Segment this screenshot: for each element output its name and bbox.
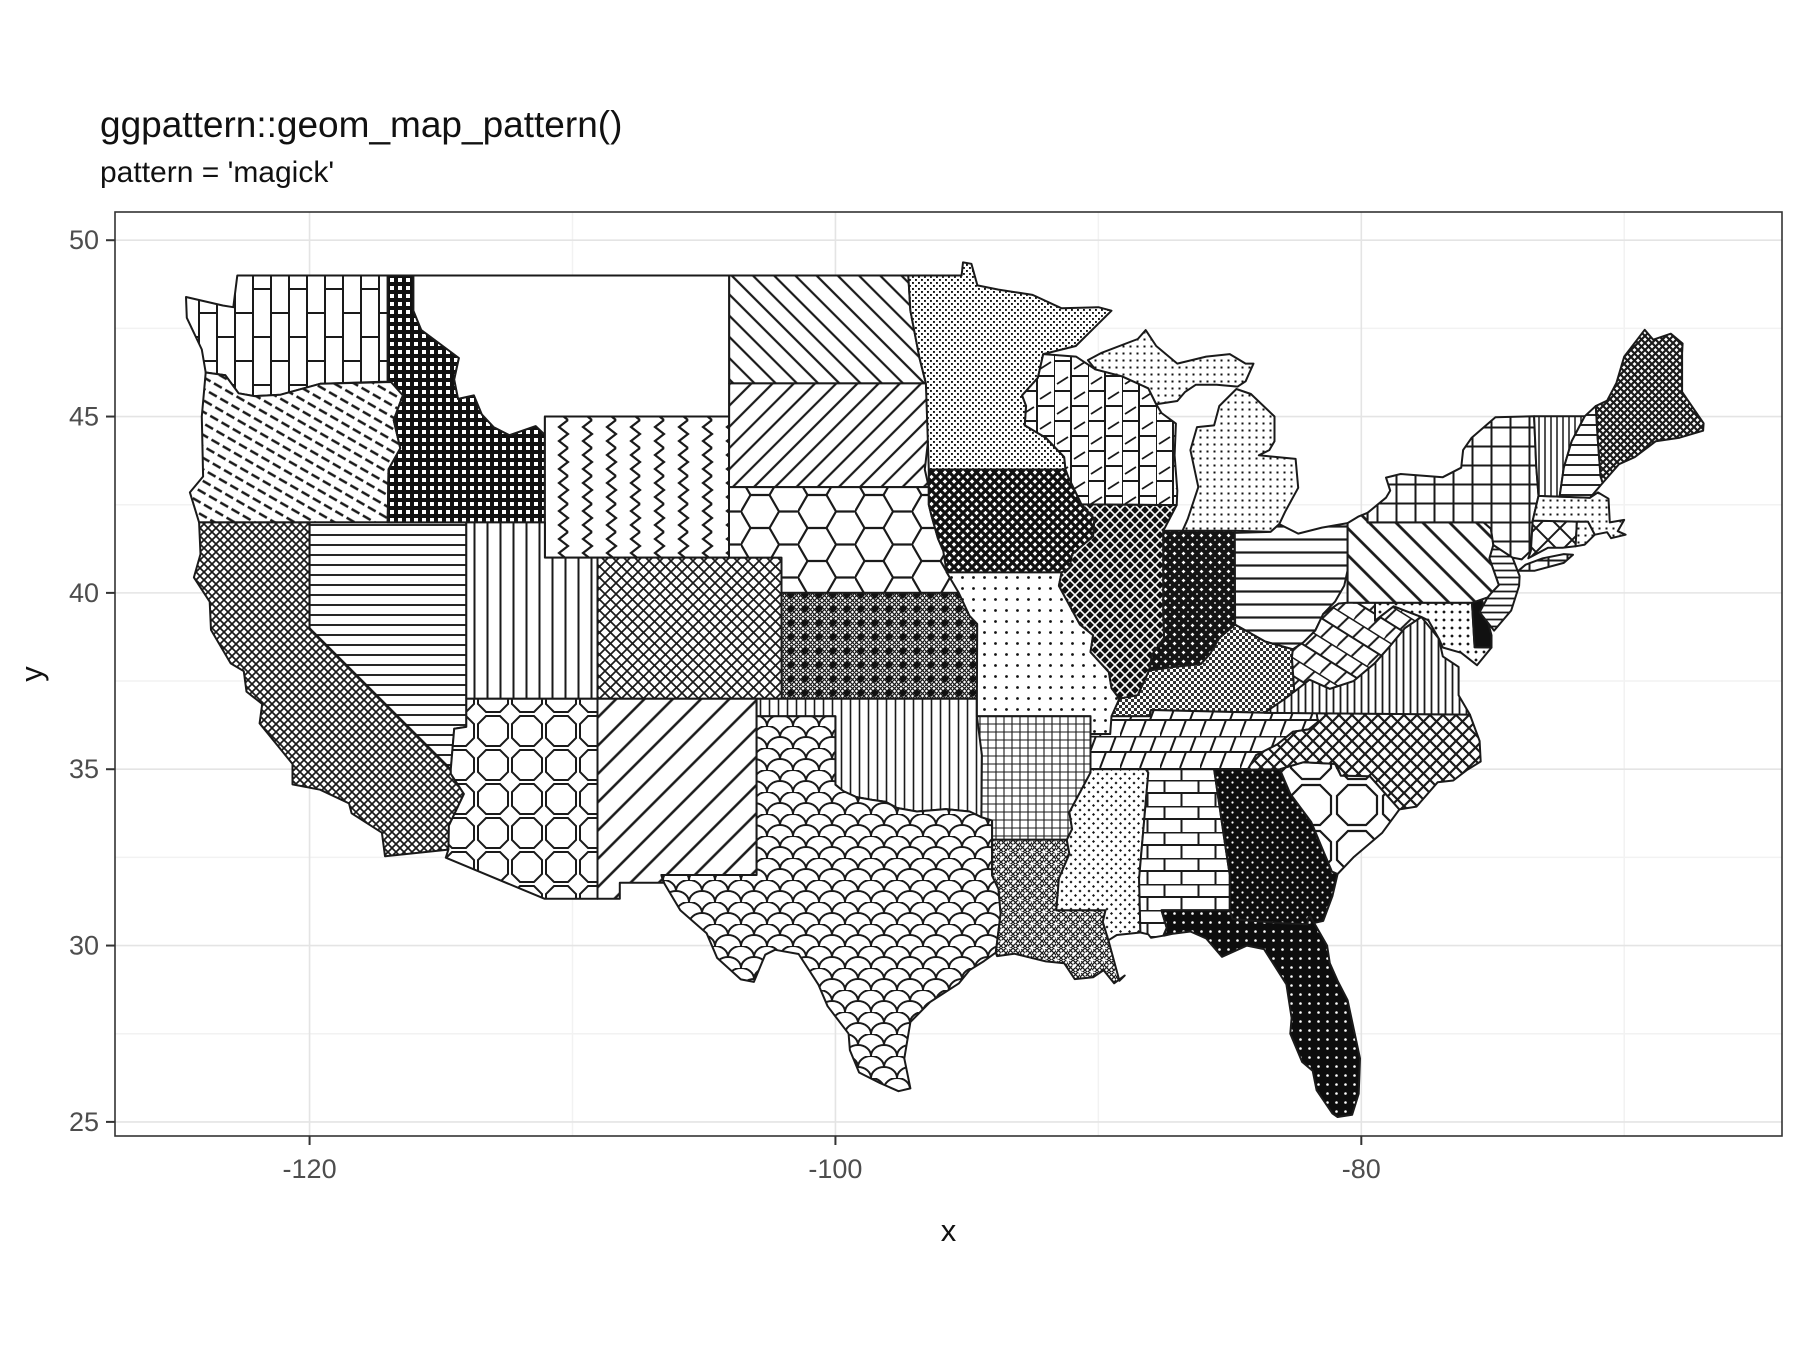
state-north-dakota bbox=[728, 274, 927, 385]
state-florida bbox=[1160, 909, 1361, 1118]
y-axis-title: y bbox=[14, 666, 49, 682]
plot-subtitle: pattern = 'magick' bbox=[100, 156, 335, 189]
state-wyoming bbox=[543, 415, 731, 559]
state-new-mexico bbox=[596, 697, 758, 900]
y-tick-label: 25 bbox=[69, 1107, 99, 1137]
x-tick-label: -120 bbox=[283, 1154, 337, 1184]
state-maine bbox=[1594, 328, 1705, 484]
axis-tick-labels: -120 -100 -80 50 45 40 35 30 25 bbox=[69, 225, 1381, 1184]
state-wisconsin bbox=[1021, 353, 1179, 507]
state-connecticut bbox=[1527, 519, 1578, 560]
axis-tick-marks bbox=[106, 239, 1363, 1145]
states-layer bbox=[185, 261, 1705, 1118]
panel-border bbox=[114, 211, 1783, 1137]
state-south-dakota bbox=[728, 382, 930, 489]
x-tick-label: -80 bbox=[1342, 1154, 1381, 1184]
y-tick-label: 45 bbox=[69, 402, 99, 432]
state-iowa bbox=[927, 468, 1096, 574]
y-tick-label: 50 bbox=[69, 225, 99, 255]
state-north-carolina bbox=[1246, 712, 1482, 811]
y-tick-label: 40 bbox=[69, 578, 99, 608]
x-axis-title: x bbox=[941, 1213, 957, 1248]
x-tick-label: -100 bbox=[808, 1154, 862, 1184]
state-texas bbox=[660, 715, 1002, 1093]
y-tick-label: 35 bbox=[69, 754, 99, 784]
state-oregon bbox=[188, 371, 404, 524]
state-michigan bbox=[1086, 329, 1300, 533]
state-kansas bbox=[780, 591, 979, 700]
state-colorado bbox=[596, 556, 783, 700]
y-tick-label: 30 bbox=[69, 931, 99, 961]
state-pennsylvania bbox=[1346, 511, 1500, 604]
state-arizona bbox=[444, 697, 599, 900]
state-massachusetts bbox=[1531, 491, 1627, 540]
plot-title: ggpattern::geom_map_pattern() bbox=[100, 104, 623, 145]
